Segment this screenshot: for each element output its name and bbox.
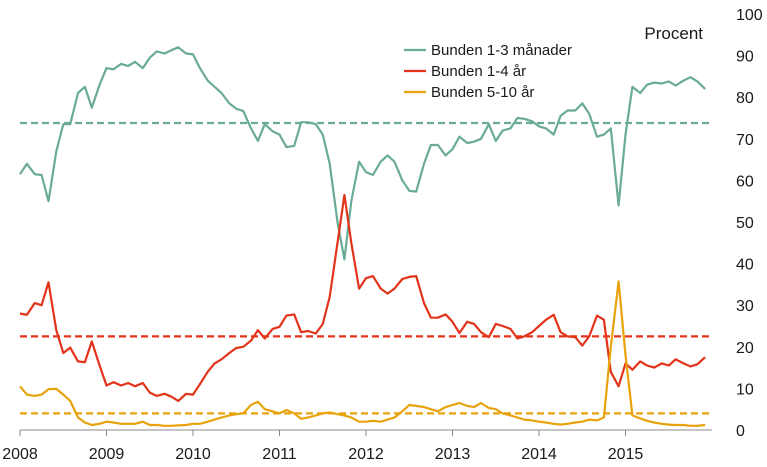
y-tick-label: 10: [736, 381, 754, 398]
legend: Bunden 1-3 månader Bunden 1-4 år Bunden 5-…: [404, 42, 572, 101]
series-line-2: [19, 193, 706, 402]
y-tick-label: 50: [736, 215, 754, 232]
y-tick-label: 80: [736, 90, 754, 107]
y-tick-label: 30: [736, 298, 754, 315]
y-axis-ticks: 0 10 20 30 40 50 60 70 80 90 100: [736, 7, 763, 440]
series-line-1: [19, 46, 706, 261]
y-tick-label: 90: [736, 49, 754, 66]
unit-label: Procent: [644, 24, 703, 43]
series-line-3: [19, 280, 706, 427]
x-tick-label: 2015: [608, 446, 644, 463]
y-tick-label: 100: [736, 7, 763, 24]
x-tick-label: 2012: [348, 446, 384, 463]
y-tick-label: 60: [736, 173, 754, 190]
y-tick-label: 40: [736, 257, 754, 274]
average-lines: [20, 121, 712, 415]
y-tick-label: 70: [736, 132, 754, 149]
series-lines: [19, 46, 706, 427]
x-tick-label: 2009: [89, 446, 125, 463]
legend-label-3: Bunden 5-10 år: [431, 84, 534, 101]
x-tick-label: 2013: [435, 446, 471, 463]
x-tick-label: 2010: [175, 446, 211, 463]
x-tick-label: 2014: [521, 446, 557, 463]
x-axis-ticks: 2008 2009 2010 2011 2012 2013 2014 2015: [2, 430, 643, 463]
legend-label-1: Bunden 1-3 månader: [431, 42, 572, 59]
y-tick-label: 0: [736, 423, 745, 440]
legend-label-2: Bunden 1-4 år: [431, 63, 526, 80]
x-tick-label: 2008: [2, 446, 38, 463]
y-tick-label: 20: [736, 340, 754, 357]
x-tick-label: 2011: [262, 446, 297, 463]
